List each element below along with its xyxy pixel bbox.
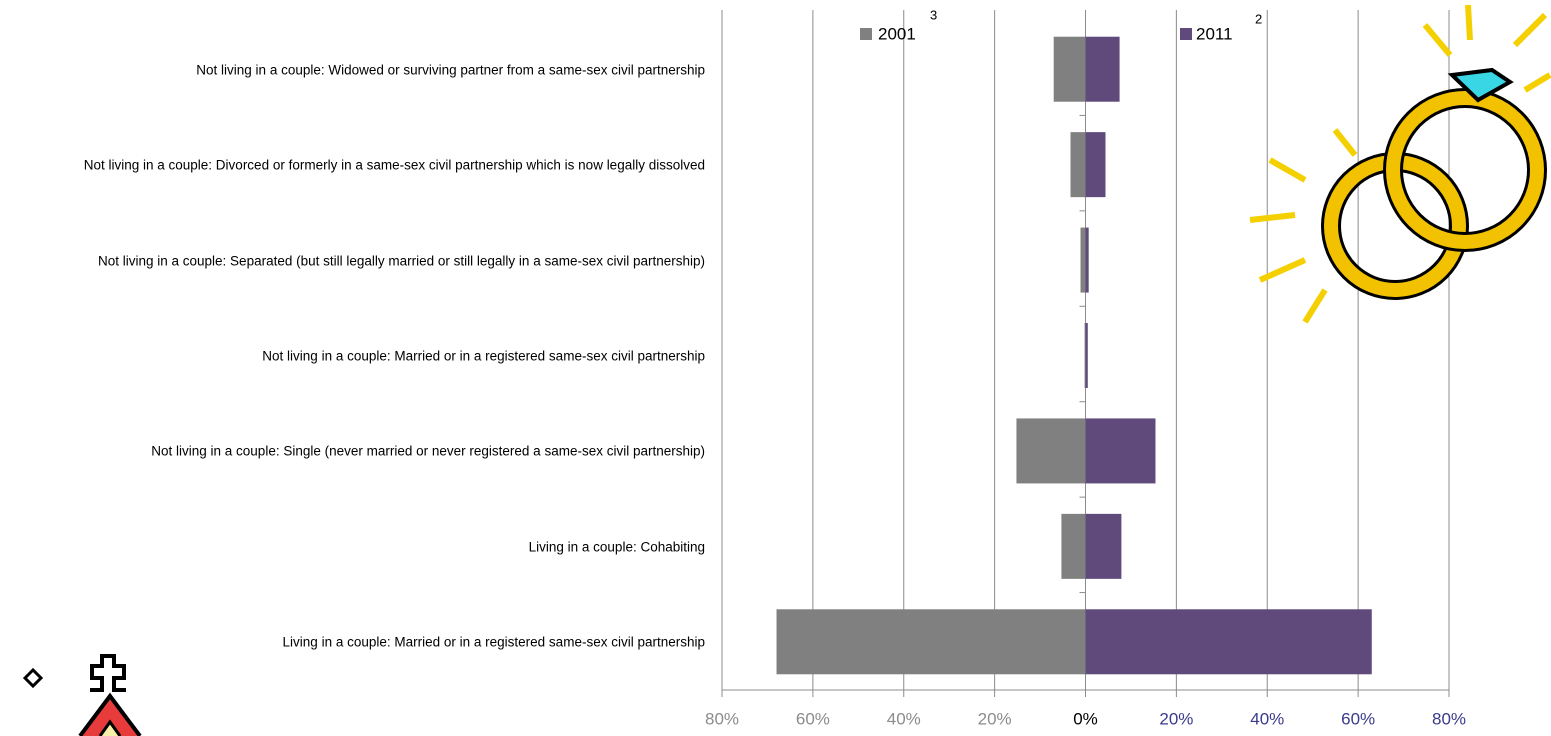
- bar: [1085, 323, 1088, 388]
- x-tick-label: 40%: [1250, 709, 1284, 728]
- bar: [1085, 227, 1089, 293]
- x-tick-label: 0%: [1073, 709, 1098, 728]
- category-text: Not living in a couple: Divorced or form…: [83, 157, 705, 173]
- legend-swatch: [860, 28, 872, 40]
- category-text: Not living in a couple: Widowed or survi…: [196, 62, 705, 78]
- bar: [1085, 609, 1372, 675]
- legend-footnote: 3: [930, 7, 937, 22]
- x-tick-label: 80%: [705, 709, 739, 728]
- bar: [1085, 513, 1122, 579]
- legend-footnote: 2: [1255, 11, 1262, 26]
- category-text: Not living in a couple: Single (never ma…: [151, 443, 705, 459]
- category-text: Not living in a couple: Married or in a …: [262, 348, 705, 364]
- rings-clipart: [1249, 4, 1551, 324]
- bar: [1085, 418, 1156, 484]
- x-tick-label: 20%: [1159, 709, 1193, 728]
- legend-swatch: [1180, 28, 1192, 40]
- x-tick-label: 20%: [978, 709, 1012, 728]
- legend-label: 2011: [1196, 24, 1233, 43]
- x-tick-label: 80%: [1432, 709, 1466, 728]
- x-tick-label: 60%: [1341, 709, 1375, 728]
- bar: [1085, 132, 1106, 198]
- category-text: Living in a couple: Married or in a regi…: [282, 634, 705, 650]
- bar: [1053, 36, 1086, 102]
- bar: [1016, 418, 1086, 484]
- bar: [1085, 36, 1120, 102]
- bar: [776, 609, 1086, 675]
- category-text: Living in a couple: Cohabiting: [528, 539, 705, 555]
- x-tick-label: 60%: [796, 709, 830, 728]
- category-label: Not living in a couple: Single (never ma…: [0, 439, 705, 464]
- category-label: Living in a couple: Married or in a regi…: [0, 630, 705, 655]
- bar: [1061, 513, 1086, 579]
- church-clipart: [22, 654, 142, 736]
- category-label: Not living in a couple: Married or in a …: [0, 344, 705, 369]
- bar: [1070, 132, 1086, 198]
- category-label: Not living in a couple: Widowed or survi…: [0, 57, 705, 82]
- category-text: Not living in a couple: Separated (but s…: [97, 253, 705, 269]
- bar: [1084, 323, 1086, 388]
- legend-label: 2001: [878, 24, 916, 43]
- category-label: Not living in a couple: Separated (but s…: [0, 248, 705, 273]
- x-tick-label: 40%: [887, 709, 921, 728]
- bar: [1080, 227, 1086, 293]
- category-label: Not living in a couple: Divorced or form…: [0, 153, 705, 178]
- category-label: Living in a couple: Cohabiting: [0, 534, 705, 559]
